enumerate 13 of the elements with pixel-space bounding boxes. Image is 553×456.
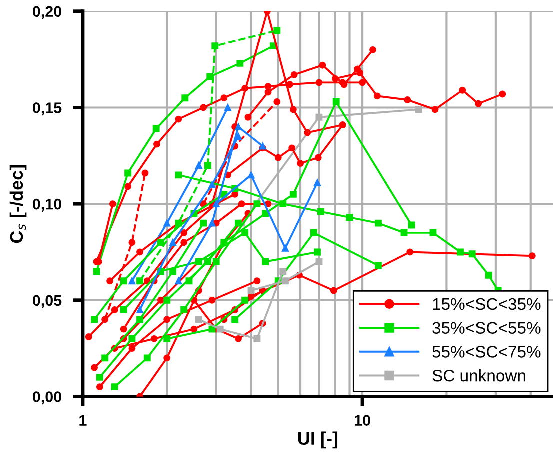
y-tick-label: 0,10	[32, 198, 62, 212]
y-axis-title: C$_{s}$ [-/dec]	[10, 165, 27, 244]
x-tick-label: 1	[80, 415, 87, 426]
y-tick-label: 0,15	[32, 102, 62, 116]
legend-label: 35%<SC<55%	[432, 322, 541, 334]
y-tick-label: 0,20	[32, 6, 62, 20]
legend-label: 15%<SC<35%	[433, 298, 541, 310]
x-axis-title: UI [-]	[298, 432, 338, 449]
y-tick-label: 0,00	[32, 392, 62, 405]
x-tick-label: 10	[355, 415, 370, 426]
y-tick-label: 0,05	[32, 295, 62, 308]
legend-label: 55%<SC<75%	[432, 346, 541, 358]
legend-label: SC unknown	[432, 370, 526, 382]
